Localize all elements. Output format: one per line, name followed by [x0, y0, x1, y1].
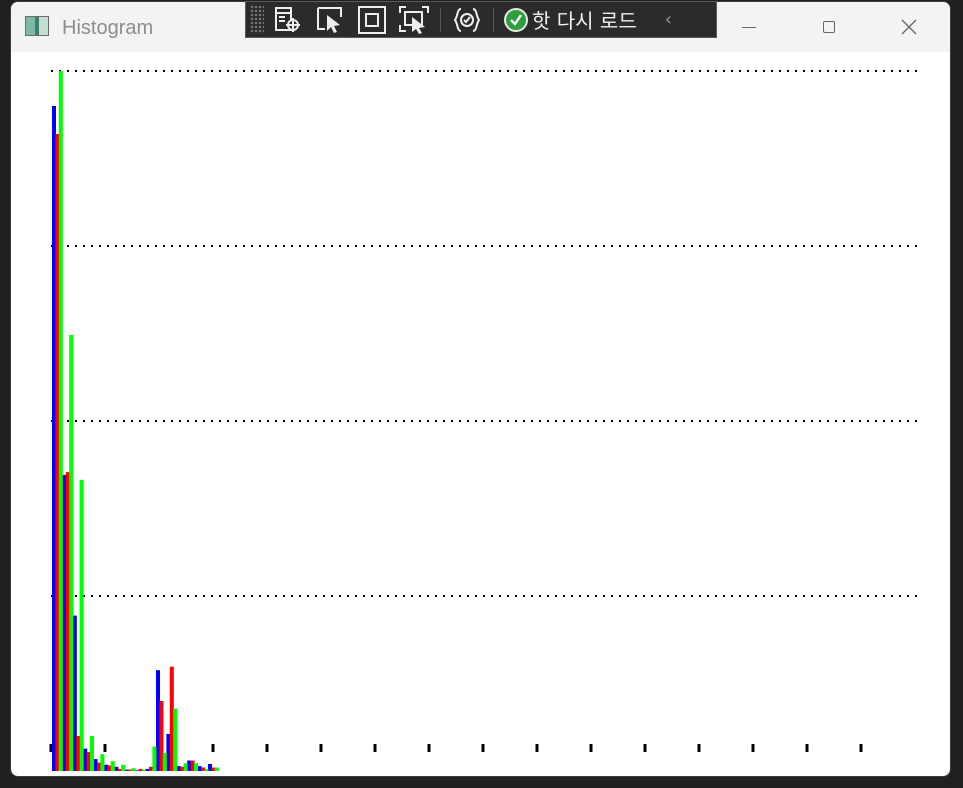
histogram-bar-blue: [83, 748, 88, 771]
x-tick: [643, 744, 647, 752]
histogram-bar-blue: [104, 764, 108, 771]
histogram-bar-blue: [135, 770, 140, 771]
histogram-bar-green: [162, 752, 167, 771]
histogram-bar-green: [110, 761, 115, 771]
binding-failures-icon: [453, 7, 481, 32]
x-tick: [751, 744, 755, 752]
histogram-bar-green: [121, 764, 126, 771]
histogram-bar-blue: [93, 759, 98, 771]
select-element-button[interactable]: [272, 5, 304, 35]
histogram-bar-red: [169, 666, 174, 771]
app-icon: [25, 16, 49, 36]
maximize-button[interactable]: [789, 2, 869, 52]
histogram-bar-red: [138, 768, 143, 771]
histogram-bar-red: [97, 762, 101, 771]
histogram-bar-blue: [208, 764, 212, 771]
x-tick: [103, 744, 107, 752]
x-tick: [211, 744, 215, 752]
collapse-icon[interactable]: ‹: [664, 9, 672, 30]
window-title: Histogram: [62, 17, 154, 39]
histogram-bar-red: [117, 768, 122, 771]
histogram-bar-blue: [145, 768, 150, 771]
hot-reload-status-icon: [504, 7, 528, 32]
histogram-bar-blue: [72, 615, 77, 771]
histogram-window: Histogram: [10, 1, 951, 777]
histogram-bar-red: [159, 701, 164, 771]
hot-reload-label: 핫 다시 로드: [532, 9, 637, 33]
x-tick: [373, 744, 377, 752]
histogram-bar-blue: [52, 106, 56, 771]
hot-reload-button[interactable]: 핫 다시 로드 ‹: [504, 5, 672, 34]
histogram-bar-green: [194, 763, 198, 771]
histogram-bar-red: [190, 760, 195, 771]
x-tick: [319, 744, 323, 752]
histogram-bar-blue: [176, 766, 181, 771]
histogram-bar-blue: [114, 766, 119, 771]
histogram-bar-green: [204, 768, 209, 771]
histogram-bar-red: [201, 767, 205, 771]
histogram-bar-red: [76, 736, 81, 771]
close-button[interactable]: [869, 2, 949, 52]
histogram-bar-red: [128, 769, 133, 771]
toolbar-separator: [493, 7, 494, 32]
histogram-bar-red: [211, 767, 216, 771]
histogram-bar-red: [55, 134, 60, 771]
toolbar-grip[interactable]: [250, 5, 264, 34]
histogram-bar-blue: [124, 769, 129, 771]
grid-lines: [51, 70, 919, 597]
pointer-icon: [317, 6, 342, 33]
histogram-chart: [11, 52, 950, 776]
x-tick: [481, 744, 485, 752]
histogram-bar-red: [180, 766, 185, 771]
x-tick: [859, 744, 863, 752]
histogram-plot: [49, 70, 919, 771]
display-layout-button[interactable]: [356, 5, 388, 35]
x-tick: [589, 744, 593, 752]
histogram-bar-green: [69, 334, 74, 771]
histogram-bar-red: [65, 472, 70, 771]
x-tick: [535, 744, 539, 752]
histogram-bar-blue: [156, 670, 160, 771]
close-icon: [901, 19, 917, 35]
x-tick: [427, 744, 431, 752]
histogram-bar-green: [90, 736, 94, 771]
track-focus-icon: [399, 5, 429, 34]
histogram-bar-red: [86, 752, 91, 771]
histogram-bar-green: [183, 763, 188, 771]
minimize-button[interactable]: [709, 2, 789, 52]
histogram-bar-green: [100, 754, 105, 771]
maximize-icon: [823, 21, 835, 33]
histogram-bar-green: [58, 71, 63, 771]
pointer-button[interactable]: [314, 5, 346, 35]
histogram-bar-blue: [62, 474, 67, 771]
x-tick: [265, 744, 269, 752]
histogram-bar-green: [131, 768, 136, 771]
xaml-debug-toolbar: 핫 다시 로드 ‹: [245, 1, 717, 38]
x-tick: [49, 744, 53, 752]
histogram-bar-green: [214, 767, 219, 771]
x-tick: [697, 744, 701, 752]
binding-failures-button[interactable]: [451, 5, 483, 35]
select-element-icon: [275, 6, 300, 32]
histogram-bar-green: [152, 746, 157, 771]
histogram-bar-green: [142, 769, 146, 771]
x-tick: [805, 744, 809, 752]
histogram-bar-red: [149, 766, 153, 771]
histogram-bar-blue: [187, 760, 192, 771]
track-focus-button[interactable]: [398, 5, 430, 35]
histogram-bar-blue: [197, 766, 202, 771]
minimize-icon: [742, 26, 756, 28]
histogram-bar-red: [107, 765, 112, 771]
histogram-bars: [52, 71, 219, 771]
histogram-bar-blue: [166, 733, 171, 771]
display-layout-icon: [358, 5, 386, 34]
toolbar-separator: [440, 7, 441, 32]
histogram-bar-green: [173, 708, 178, 771]
histogram-bar-green: [79, 479, 84, 771]
